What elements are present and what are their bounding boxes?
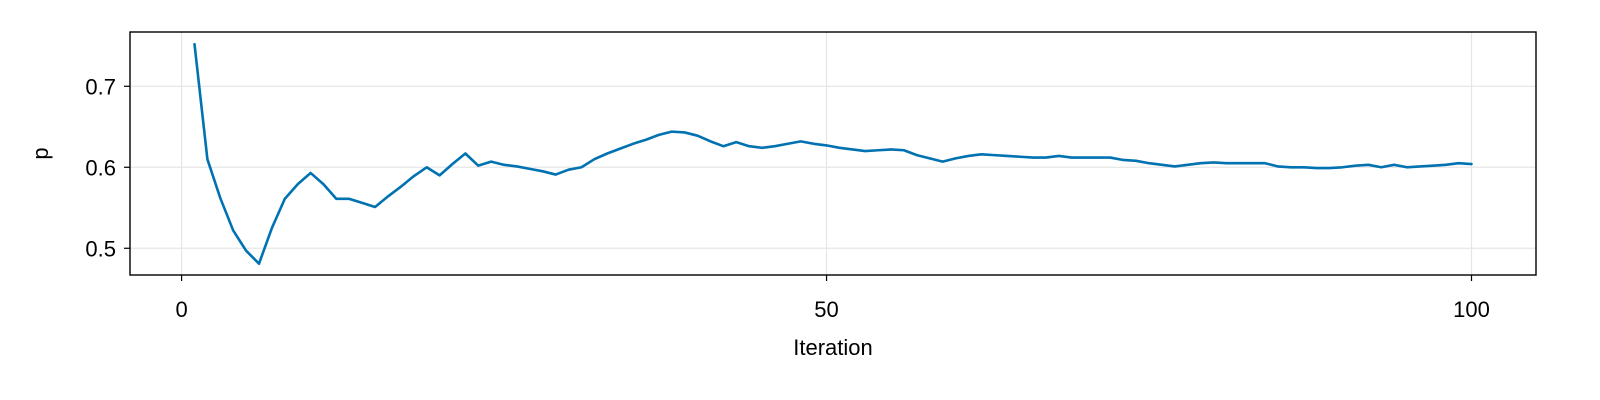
x-tick-label: 100 xyxy=(1453,297,1490,322)
y-axis-title: p xyxy=(28,147,53,159)
axis-ticks: 0 50 100 0.5 0.6 0.7 xyxy=(85,74,1489,322)
x-tick-label: 0 xyxy=(175,297,187,322)
series-layer xyxy=(193,42,1473,265)
grid-lines xyxy=(130,32,1536,275)
plot-frame xyxy=(129,31,1537,276)
x-axis-title: Iteration xyxy=(793,335,873,360)
y-tick-label: 0.5 xyxy=(85,236,116,261)
y-tick-label: 0.6 xyxy=(85,155,116,180)
series-line xyxy=(193,42,1473,265)
x-tick-label: 50 xyxy=(814,297,838,322)
y-tick-label: 0.7 xyxy=(85,74,116,99)
